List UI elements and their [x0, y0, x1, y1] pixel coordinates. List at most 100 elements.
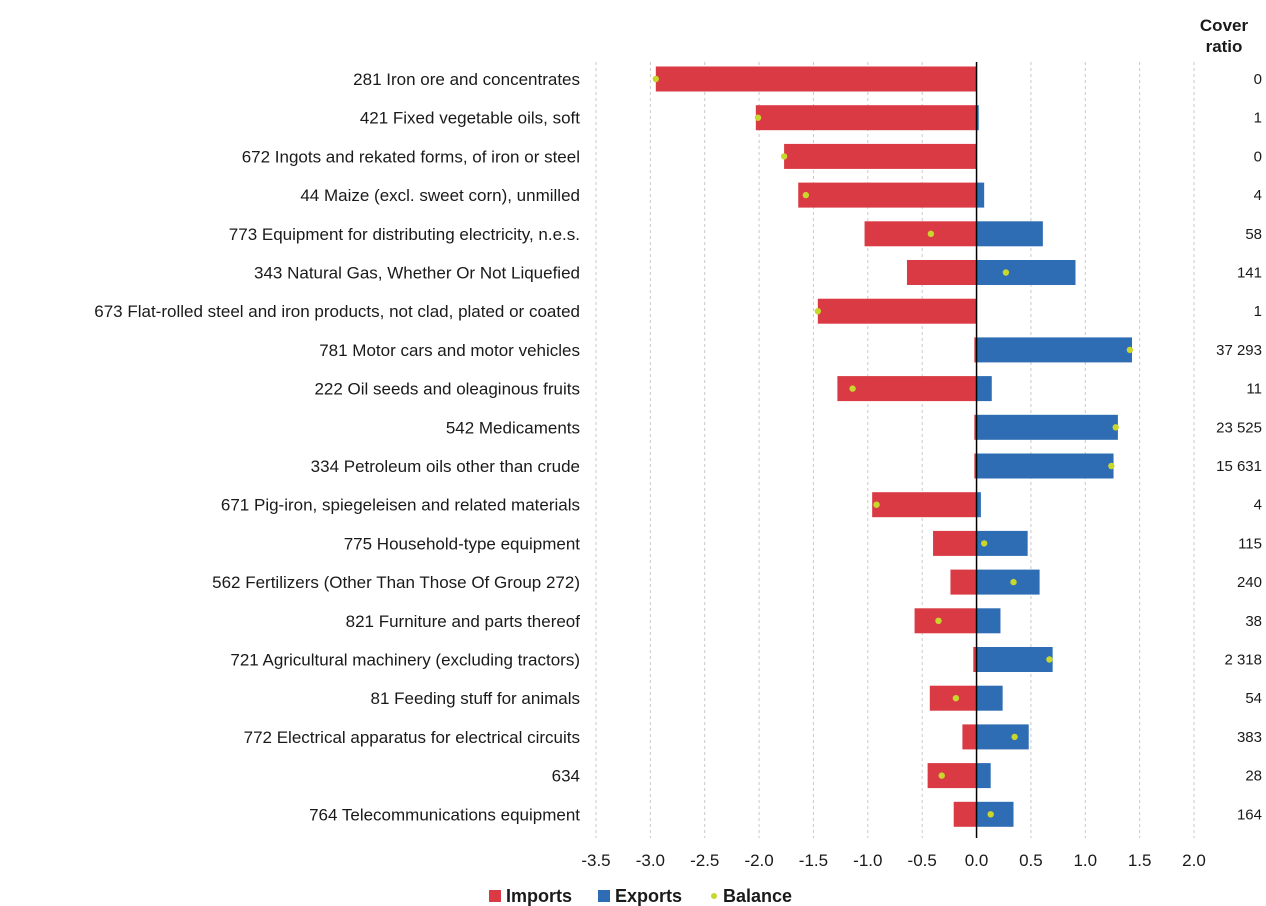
- cover-ratio-value: 0: [1254, 148, 1262, 165]
- category-label: 775 Household-type equipment: [344, 534, 581, 553]
- balance-marker: [1112, 424, 1119, 431]
- bar-imports: [906, 260, 977, 285]
- x-tick-label: -1.0: [853, 851, 882, 870]
- category-label: 421 Fixed vegetable oils, soft: [360, 109, 580, 128]
- category-label: 343 Natural Gas, Whether Or Not Liquefie…: [254, 264, 580, 283]
- bar-imports: [817, 298, 977, 324]
- category-label: 773 Equipment for distributing electrici…: [229, 225, 580, 244]
- bar-exports: [976, 337, 1133, 363]
- bar-imports: [974, 453, 977, 479]
- bars: [655, 66, 1133, 827]
- category-label: 542 Medicaments: [446, 418, 580, 437]
- bar-imports: [914, 608, 977, 634]
- x-tick-label: -3.0: [636, 851, 665, 870]
- cover-ratio-value: 23 525: [1216, 419, 1262, 436]
- balance-marker: [987, 811, 994, 818]
- bar-exports: [976, 569, 1040, 595]
- category-label: 334 Petroleum oils other than crude: [311, 457, 580, 476]
- cover-ratio-value: 28: [1245, 768, 1262, 785]
- bar-exports: [976, 260, 1076, 285]
- bar-imports: [974, 414, 977, 440]
- cover-ratio-value: 240: [1237, 574, 1262, 591]
- bar-imports: [872, 492, 977, 518]
- category-label: 672 Ingots and rekated forms, of iron or…: [242, 147, 580, 166]
- cover-ratio-header-line1: Cover: [1200, 16, 1249, 35]
- category-label: 281 Iron ore and concentrates: [353, 70, 580, 89]
- x-tick-label: -1.5: [799, 851, 828, 870]
- category-label: 81 Feeding stuff for animals: [371, 689, 580, 708]
- cover-ratio-value: 141: [1237, 265, 1262, 282]
- bar-imports: [950, 569, 977, 595]
- cover-ratio-value: 115: [1238, 535, 1262, 552]
- balance-marker: [1126, 346, 1134, 354]
- bar-exports: [976, 801, 1014, 827]
- bar-imports: [974, 337, 977, 363]
- balance-marker: [927, 230, 935, 237]
- bar-exports: [976, 685, 1003, 711]
- legend: Imports Exports Balance: [489, 886, 792, 906]
- balance-marker: [938, 772, 945, 779]
- cover-ratio-value: 4: [1254, 187, 1262, 204]
- category-label: 781 Motor cars and motor vehicles: [319, 341, 580, 360]
- cover-ratio-value: 1: [1254, 110, 1262, 127]
- balance-marker: [952, 695, 960, 702]
- bar-exports: [976, 376, 992, 402]
- balance-marker: [802, 191, 810, 199]
- bar-exports: [976, 182, 985, 208]
- cover-ratio-value: 58: [1245, 226, 1262, 243]
- bar-exports: [976, 105, 979, 131]
- legend-swatch-imports: [489, 890, 501, 902]
- bar-imports: [655, 66, 977, 92]
- category-label: 764 Telecommunications equipment: [309, 805, 580, 824]
- bar-imports: [755, 105, 977, 131]
- cover-ratio-value: 383: [1237, 729, 1262, 746]
- bar-exports: [976, 647, 1053, 672]
- legend-label-imports: Imports: [506, 886, 572, 906]
- balance-marker: [1046, 656, 1053, 663]
- legend-marker-balance: [711, 893, 717, 899]
- cover-ratio-value: 11: [1246, 381, 1262, 398]
- bar-exports: [976, 221, 1043, 247]
- x-tick-label: -2.0: [744, 851, 773, 870]
- cover-ratio-value: 164: [1237, 806, 1262, 823]
- bar-exports: [976, 608, 1001, 634]
- category-label: 673 Flat-rolled steel and iron products,…: [94, 302, 580, 321]
- bar-imports: [784, 143, 977, 169]
- cover-ratio-value: 1: [1254, 303, 1262, 320]
- cover-ratio-value: 0: [1254, 71, 1262, 88]
- balance-marker: [980, 540, 988, 547]
- balance-marker: [935, 617, 942, 624]
- cover-ratio-value: 37 293: [1216, 342, 1262, 359]
- cover-ratio-value: 38: [1245, 613, 1262, 630]
- category-label: 721 Agricultural machinery (excluding tr…: [230, 651, 580, 670]
- bar-imports: [927, 763, 977, 789]
- balance-marker: [814, 308, 822, 315]
- balance-marker: [873, 501, 880, 508]
- x-tick-label: 2.0: [1182, 851, 1206, 870]
- x-tick-label: -2.5: [690, 851, 719, 870]
- cover-ratio-header-line2: ratio: [1206, 37, 1243, 56]
- cover-ratio-value: 4: [1254, 497, 1262, 514]
- category-label: 772 Electrical apparatus for electrical …: [244, 728, 580, 747]
- bar-imports: [864, 221, 977, 247]
- category-label: 44 Maize (excl. sweet corn), unmilled: [300, 186, 580, 205]
- bar-exports: [976, 763, 991, 789]
- bar-imports: [953, 801, 977, 827]
- balance-marker: [780, 153, 788, 160]
- balance-marker: [754, 114, 762, 121]
- x-tick-label: 1.0: [1073, 851, 1097, 870]
- x-axis-ticks: -3.5 -3.0 -2.5 -2.0 -1.5 -1.0 -0.5 0.0 0.5 1.0 1.5…: [581, 851, 1205, 870]
- bar-exports: [976, 724, 1029, 750]
- category-labels: 281 Iron ore and concentrates 421 Fixed v…: [94, 70, 580, 824]
- balance-marker: [1010, 578, 1017, 586]
- balance-marker: [1011, 733, 1018, 741]
- bar-exports: [976, 414, 1118, 440]
- x-tick-label: 0.5: [1019, 851, 1043, 870]
- category-label: 562 Fertilizers (Other Than Those Of Gro…: [212, 573, 580, 592]
- cover-ratio-column: Cover ratio 0 1 0 4 58 141 1 37 293 11 23 525 15 6…: [1200, 16, 1262, 823]
- category-label: 634: [552, 767, 580, 786]
- x-tick-label: 0.0: [965, 851, 989, 870]
- bar-imports: [973, 647, 977, 672]
- legend-label-exports: Exports: [615, 886, 682, 906]
- bar-imports: [962, 724, 977, 750]
